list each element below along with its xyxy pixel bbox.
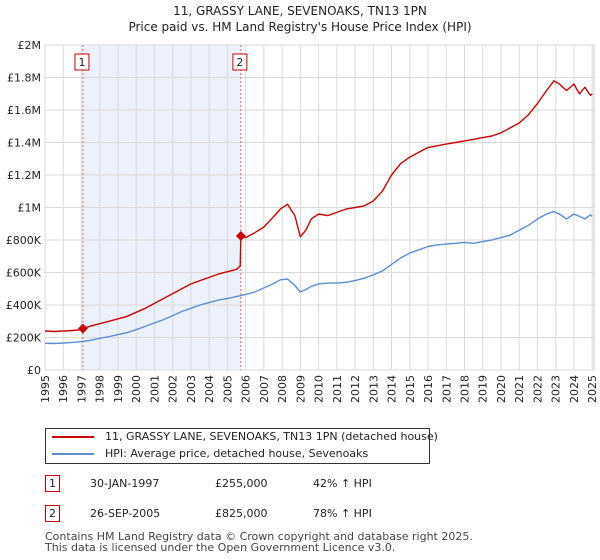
hpi-line [44,210,593,345]
y-tick-label: £200K [6,332,42,345]
x-tick-label: 2022 [531,375,544,403]
y-tick-label: £1.4M [7,137,41,150]
annotation-date: 26-SEP-2005 [90,507,161,520]
x-tick-label: 2011 [331,375,344,403]
annotation-price: £255,000 [215,477,268,490]
sale-label-box [232,53,248,71]
chart-title: 11, GRASSY LANE, SEVENOAKS, TN13 1PN [173,4,427,18]
y-tick-label: £0 [27,364,41,377]
sale-label-box [74,53,90,71]
footer-copyright: Contains HM Land Registry data © Crown c… [45,530,473,543]
y-tick-label: £1.8M [7,72,41,85]
x-tick-label: 2025 [586,375,599,403]
x-tick-label: 2015 [404,375,417,403]
x-tick-label: 2018 [459,375,472,403]
x-tick-label: 2012 [349,375,362,403]
series-lines [44,80,593,345]
x-tick-label: 2002 [167,375,180,403]
legend-label-hpi: HPI: Average price, detached house, Seve… [105,447,369,460]
annotation-number: 2 [45,505,60,522]
y-tick-label: £400K [6,299,42,312]
x-tick-label: 2024 [568,375,581,403]
x-tick-label: 1998 [94,375,107,403]
legend-label-price: 11, GRASSY LANE, SEVENOAKS, TN13 1PN (de… [105,430,438,443]
x-tick-label: 2020 [495,375,508,403]
annotation-hpi: 42% ↑ HPI [313,477,372,490]
y-tick-label: £1.6M [7,104,41,117]
annotation-number: 1 [45,475,60,492]
x-tick-label: 2013 [367,375,380,403]
gridlines [44,44,594,371]
x-tick-label: 2008 [276,375,289,403]
x-tick-label: 2005 [221,375,234,403]
y-tick-label: £600K [6,267,42,280]
price-chart: 11, GRASSY LANE, SEVENOAKS, TN13 1PN Pri… [6,4,599,403]
footer-licence: This data is licensed under the Open Gov… [45,541,396,554]
x-tick-label: 2006 [240,375,253,403]
x-tick-label: 2010 [313,375,326,403]
x-tick-label: 1999 [112,375,125,403]
annotation-price: £825,000 [215,507,268,520]
sale-label-number: 1 [78,56,85,69]
x-tick-label: 2021 [513,375,526,403]
chart-subtitle: Price paid vs. HM Land Registry's House … [128,20,471,34]
x-axis: 1995 1996 1997 1998 1999 2000 2001 2002 2003 2004… [39,375,599,403]
x-tick-label: 2023 [550,375,563,403]
x-tick-label: 2004 [203,375,216,403]
legend-swatch-hpi [52,453,94,455]
y-tick-label: £800K [6,234,42,247]
x-tick-label: 2017 [440,375,453,403]
x-tick-label: 2003 [185,375,198,403]
x-tick-label: 1997 [75,375,88,403]
y-tick-label: £1.2M [7,169,41,182]
sale-point [235,230,246,241]
x-tick-label: 2016 [422,375,435,403]
y-tick-label: £1M [18,202,42,215]
x-tick-label: 1996 [57,375,70,403]
x-tick-label: 1995 [39,375,52,403]
x-tick-label: 2001 [148,375,161,403]
y-tick-label: £2M [18,39,42,52]
sale-label-number: 2 [236,56,243,69]
legend: 11, GRASSY LANE, SEVENOAKS, TN13 1PN (de… [45,428,438,464]
legend-swatch-price [52,436,94,438]
price-paid-line [44,80,593,333]
x-tick-label: 2019 [477,375,490,403]
annotation-date: 30-JAN-1997 [90,477,160,490]
x-tick-label: 2009 [294,375,307,403]
x-tick-label: 2007 [258,375,271,403]
x-tick-label: 2014 [386,375,399,403]
y-axis: £0 £200K £400K £600K £800K £1M £1.2M £1.4M £1.6M… [6,39,42,377]
x-tick-label: 2000 [130,375,143,403]
annotation-hpi: 78% ↑ HPI [313,507,372,520]
